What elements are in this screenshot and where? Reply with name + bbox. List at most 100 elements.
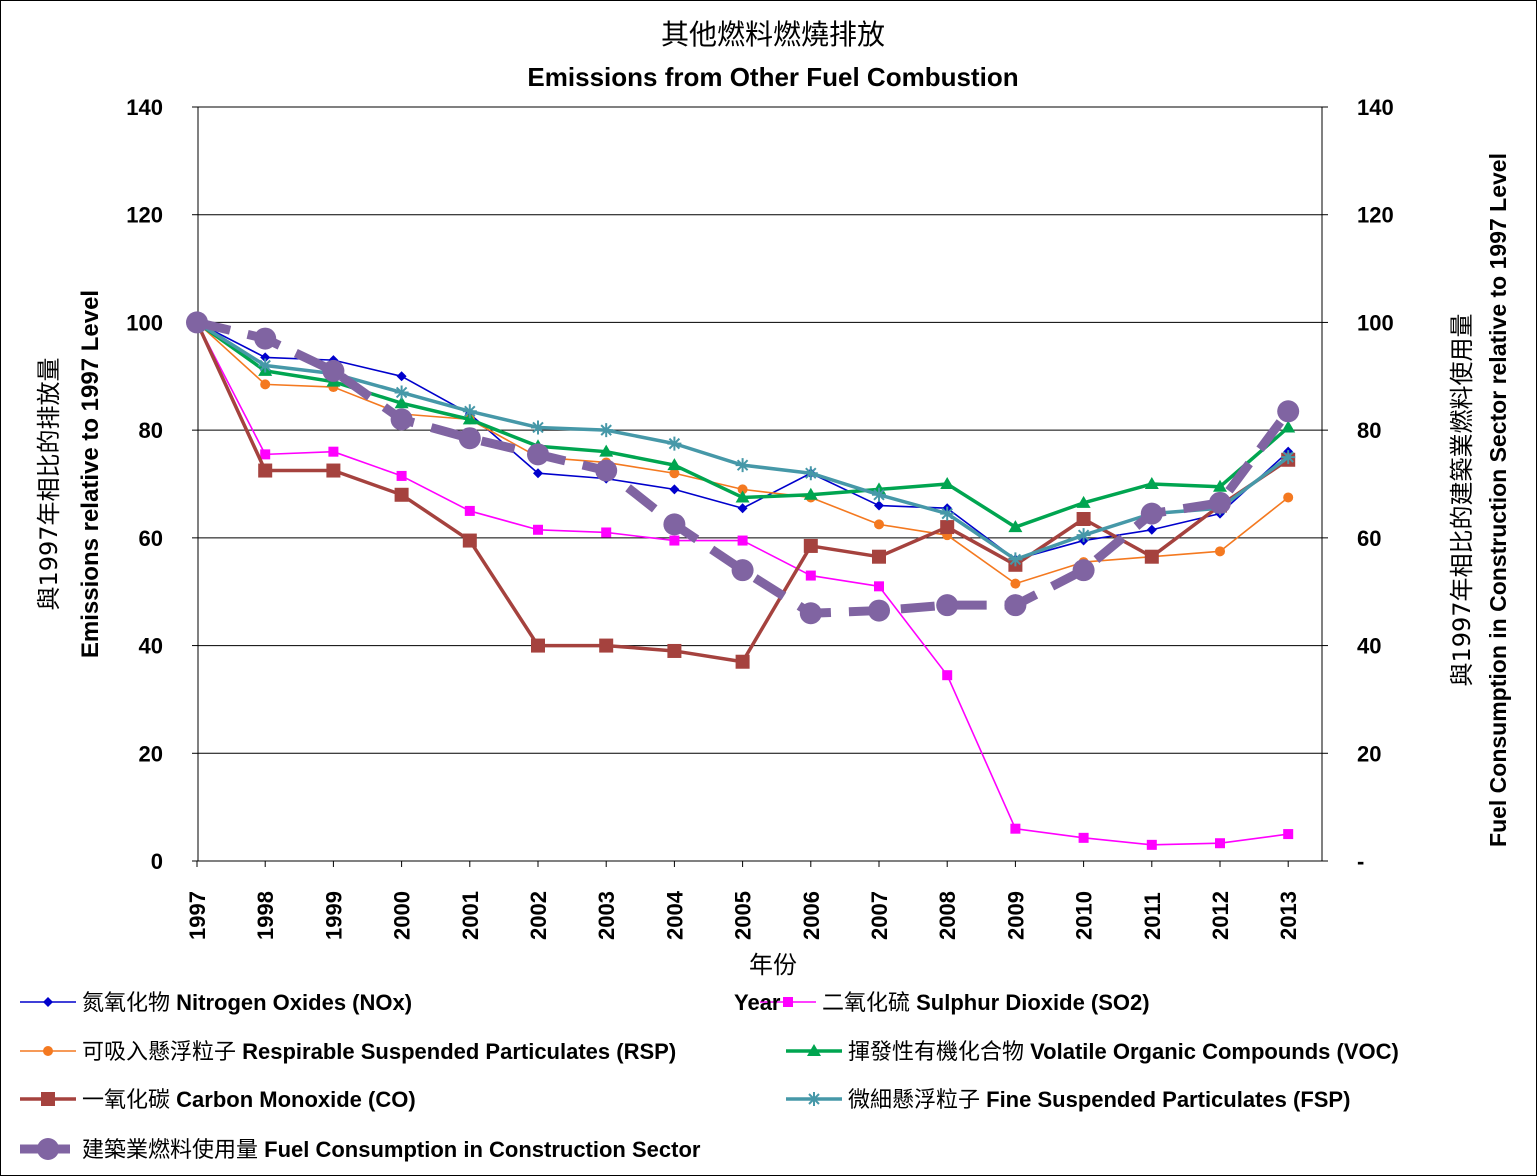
legend-item: 二氧化硫 Sulphur Dioxide (SO2) [760, 990, 1150, 1016]
data-point [531, 420, 545, 435]
data-point [942, 670, 953, 681]
data-point [1010, 823, 1021, 834]
plot-area [197, 106, 1323, 862]
data-point [1078, 832, 1089, 843]
x-tick-label: 2006 [799, 891, 824, 940]
x-tick-label: 2010 [1072, 891, 1097, 940]
y-axis-right: - 20 40 60 80 100 120 140 [1357, 95, 1394, 874]
data-point [805, 570, 816, 581]
data-point [1004, 594, 1027, 617]
legend-marker [41, 1092, 55, 1106]
data-point [1283, 829, 1294, 840]
y-tick-left-label: 80 [139, 418, 163, 443]
data-point [258, 358, 273, 373]
series-1 [192, 317, 1294, 850]
data-point [1076, 528, 1091, 543]
data-point [260, 379, 271, 390]
y-axis-right-title-en: Fuel Consumption in Construction Sector … [1485, 153, 1511, 847]
data-point [326, 463, 341, 478]
data-point [735, 490, 750, 503]
legend-item: 微細懸浮粒子 Fine Suspended Particulates (FSP) [786, 1087, 1350, 1113]
data-point [874, 500, 884, 511]
data-point [735, 458, 750, 473]
y-tick-right-label: 40 [1357, 634, 1381, 659]
y-tick-left-label: 0 [151, 849, 163, 874]
x-tick-label: 2003 [594, 891, 619, 940]
y-axis-left-title-en: Emissions relative to 1997 Level [77, 290, 104, 658]
series-layer [186, 311, 1300, 850]
data-point [669, 468, 680, 479]
x-tick-label: 2011 [1140, 892, 1165, 940]
y-axis-left: 0 20 40 60 80 100 120 140 [126, 95, 163, 874]
data-point [599, 444, 614, 457]
x-tick-label: 2002 [526, 891, 551, 940]
data-point [1010, 578, 1021, 589]
y-tick-left-label: 120 [126, 203, 163, 228]
legend-label: 可吸入懸浮粒子 Respirable Suspended Particulate… [82, 1039, 676, 1065]
legend-label: 建築業燃料使用量 Fuel Consumption in Constructio… [82, 1137, 701, 1163]
x-tick-label: 2009 [1003, 891, 1028, 940]
x-tick-label: 2013 [1276, 891, 1301, 940]
data-point [1008, 552, 1023, 567]
data-point [258, 463, 273, 478]
data-point [1215, 838, 1225, 849]
data-point [464, 505, 475, 516]
data-point [394, 385, 409, 400]
chart-title-en: Emissions from Other Fuel Combustion [527, 62, 1018, 92]
data-point [601, 527, 612, 538]
data-point [254, 327, 277, 350]
y-tick-right-label: 120 [1357, 203, 1394, 228]
x-tick-label: 2012 [1208, 891, 1233, 940]
y-tick-left-label: 20 [139, 741, 163, 766]
data-point [872, 549, 886, 564]
data-point [396, 470, 407, 481]
data-point [669, 535, 680, 546]
y-tick-right-label: 60 [1357, 526, 1381, 551]
legend-marker [807, 1092, 821, 1106]
legend-marker [783, 997, 793, 1007]
data-point [1146, 524, 1157, 535]
data-point [533, 468, 543, 479]
x-axis: 1997 1998 1999 2000 2001 2002 2003 2004 2005 2006… [185, 861, 1301, 940]
data-point [1146, 839, 1157, 850]
data-point [667, 643, 682, 658]
y-tick-left-label: 40 [139, 634, 163, 659]
data-point [936, 594, 959, 617]
y-tick-left-label: 140 [126, 95, 163, 120]
legend-item: 揮發性有機化合物 Volatile Organic Compounds (VOC… [786, 1039, 1399, 1065]
data-point [737, 503, 748, 514]
data-point [868, 599, 890, 622]
data-point [803, 466, 818, 481]
data-point [186, 311, 208, 334]
y-tick-left-label: 60 [139, 526, 163, 551]
legend-item: 可吸入懸浮粒子 Respirable Suspended Particulate… [20, 1039, 676, 1065]
data-point [737, 535, 748, 546]
data-point [1144, 549, 1159, 564]
data-point [872, 487, 886, 502]
data-point [799, 602, 822, 625]
data-point [669, 484, 680, 495]
legend-label: 二氧化硫 Sulphur Dioxide (SO2) [822, 990, 1150, 1016]
legend-marker [37, 1138, 59, 1160]
x-tick-label: 1999 [321, 891, 346, 940]
data-point [1215, 546, 1225, 557]
x-tick-label: 1998 [253, 891, 278, 940]
gridlines [192, 106, 1328, 862]
data-point [458, 427, 481, 450]
x-tick-label: 2007 [867, 891, 892, 940]
data-point [533, 524, 543, 535]
data-point [322, 359, 345, 382]
legend-marker [807, 1044, 821, 1056]
data-point [1144, 477, 1159, 489]
x-tick-label: 2008 [935, 891, 960, 940]
x-tick-label: 2005 [731, 891, 756, 940]
legend-label: 微細懸浮粒子 Fine Suspended Particulates (FSP) [848, 1087, 1350, 1113]
data-point [396, 371, 407, 382]
data-point [462, 412, 477, 425]
data-point [260, 449, 271, 460]
x-tick-label: 2004 [662, 890, 687, 940]
legend-year-label: Year [734, 990, 781, 1015]
data-point [663, 513, 686, 536]
data-point [1140, 502, 1163, 525]
